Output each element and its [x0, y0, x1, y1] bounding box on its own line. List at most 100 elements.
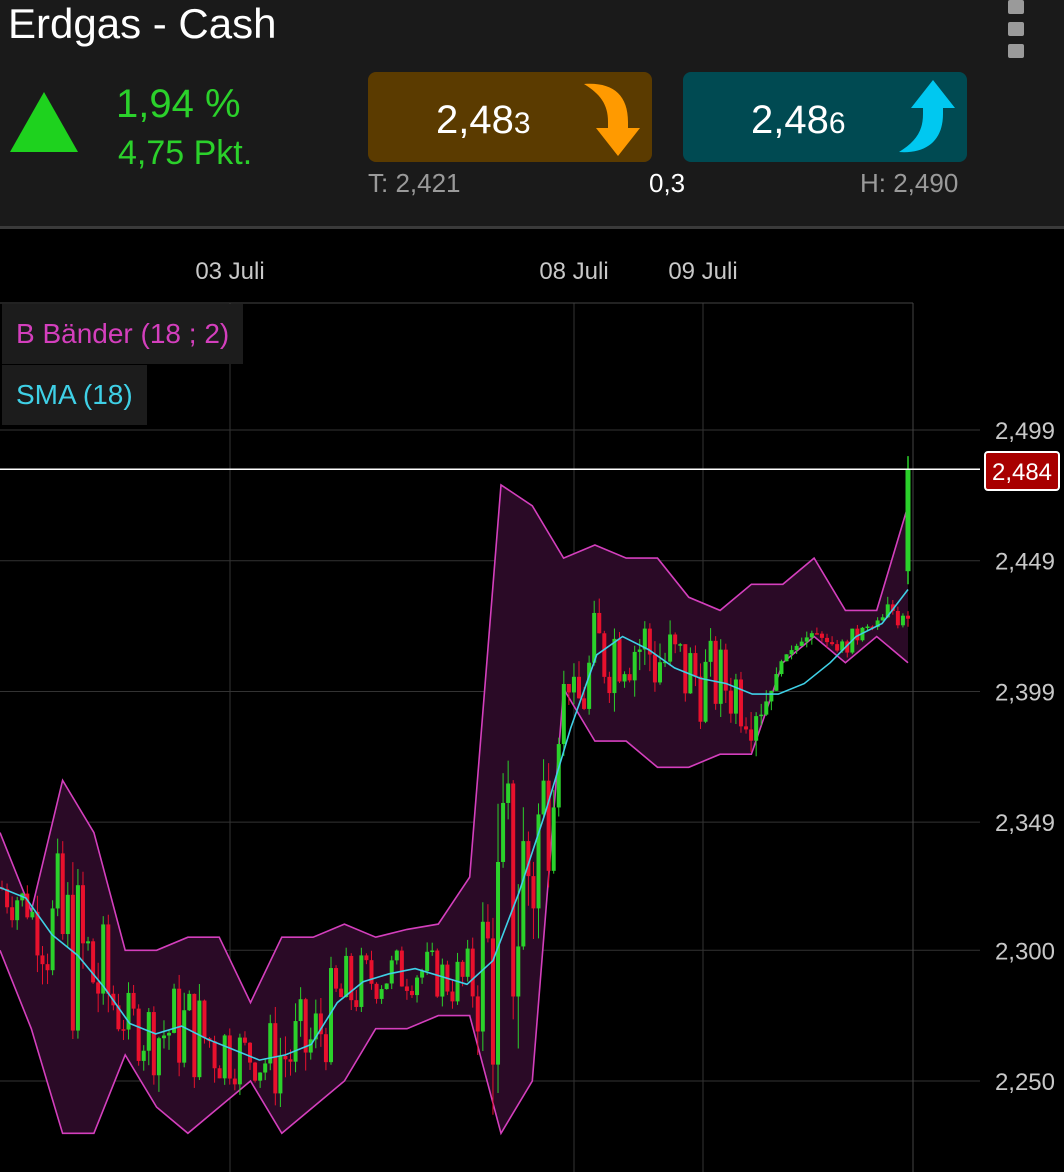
candle-body	[511, 783, 516, 997]
candle-body	[293, 1021, 298, 1062]
candle-body	[40, 955, 45, 965]
candle-body	[101, 924, 106, 994]
candle-body	[273, 1023, 278, 1094]
candle-body	[819, 633, 824, 638]
candle-body	[156, 1038, 161, 1076]
spread-value: 0,3	[649, 168, 686, 198]
candle-body	[202, 1000, 207, 1039]
candle-body	[506, 783, 511, 803]
day-low: T: 2,421	[368, 168, 461, 198]
candle-body	[25, 893, 30, 918]
x-tick-label: 09 Juli	[668, 258, 737, 285]
candle-body	[460, 961, 465, 977]
candle-body	[80, 885, 85, 944]
candle-body	[657, 662, 662, 683]
candle-body	[440, 964, 445, 997]
candle-body	[652, 654, 657, 683]
candle-body	[607, 676, 612, 694]
candle-body	[521, 841, 526, 947]
buy-price: 2,486	[751, 98, 846, 142]
candle-body	[435, 950, 440, 997]
candle-body	[870, 626, 875, 629]
day-high: H: 2,490	[860, 168, 959, 198]
candle-body	[151, 1012, 156, 1076]
candle-body	[35, 911, 40, 956]
candle-body	[759, 714, 764, 717]
candle-body	[668, 634, 673, 662]
candle-body	[450, 991, 455, 1002]
candle-body	[359, 955, 364, 1007]
candle-body	[485, 921, 490, 939]
candle-body	[531, 876, 536, 909]
candle-body	[323, 1034, 328, 1063]
candle-body	[718, 649, 723, 704]
candle-body	[253, 1062, 258, 1081]
candle-body	[30, 911, 35, 918]
candle-body	[70, 894, 75, 1031]
candle-body	[774, 674, 779, 691]
candle-body	[688, 653, 693, 694]
candle-body	[728, 690, 733, 714]
candle-body	[298, 999, 303, 1022]
candle-body	[126, 992, 131, 1030]
price-chart[interactable]: 03 Juli 08 Juli 09 Juli 2,499 2,449 2,399 2,3…	[0, 229, 1064, 1172]
candle-body	[10, 907, 15, 921]
candle-body	[845, 641, 850, 653]
candle-body	[647, 628, 652, 655]
y-tick-label: 2,499	[995, 418, 1055, 445]
change-percent: 1,94 %	[116, 82, 241, 126]
candle-body	[900, 615, 905, 626]
candle-body	[577, 676, 582, 699]
candle-body	[161, 1035, 166, 1039]
candle-body	[339, 988, 344, 997]
candle-body	[91, 941, 96, 983]
candle-body	[890, 604, 895, 611]
candle-body	[86, 941, 91, 944]
candle-body	[637, 649, 642, 652]
candle-body	[227, 1035, 232, 1079]
candle-body	[835, 644, 840, 651]
sell-button[interactable]: 2,483	[368, 72, 652, 162]
candle-body	[541, 780, 546, 815]
legend-sma[interactable]: SMA (18)	[2, 365, 147, 425]
candle-body	[212, 1041, 217, 1069]
candle-body	[566, 683, 571, 693]
candle-body	[242, 1037, 247, 1043]
candle-body	[708, 640, 713, 662]
x-axis-labels: 03 Juli 08 Juli 09 Juli	[195, 258, 737, 285]
candle-body	[627, 674, 632, 681]
candle-body	[415, 977, 420, 996]
candle-body	[612, 638, 617, 694]
candle-body	[268, 1023, 273, 1064]
candle-body	[501, 802, 506, 862]
candle-body	[906, 615, 910, 619]
candle-body	[597, 612, 602, 634]
curved-arrow-up-icon	[899, 80, 955, 153]
candle-body	[425, 951, 430, 972]
candle-body	[318, 1013, 323, 1035]
candle-body	[536, 814, 541, 909]
candle-body	[905, 469, 911, 572]
candle-body	[678, 644, 683, 646]
candlesticks	[0, 456, 911, 1115]
candle-body	[703, 661, 708, 722]
header-divider	[0, 226, 1064, 229]
candle-body	[809, 633, 814, 638]
kebab-menu-icon[interactable]	[1004, 0, 1030, 62]
candle-body	[749, 729, 754, 741]
legend-bollinger[interactable]: B Bänder (18 ; 2)	[2, 304, 244, 364]
candle-body	[116, 1005, 121, 1030]
candle-body	[526, 841, 531, 877]
candle-body	[45, 964, 50, 971]
x-tick-label: 08 Juli	[539, 258, 608, 285]
buy-button[interactable]: 2,486	[683, 72, 967, 162]
candle-body	[344, 955, 349, 997]
candle-body	[738, 679, 743, 727]
candle-body	[283, 1055, 288, 1060]
candle-body	[192, 993, 197, 1078]
candle-body	[187, 993, 192, 1011]
candle-body	[369, 960, 374, 984]
candle-body	[587, 662, 592, 709]
candle-body	[60, 853, 65, 935]
candle-body	[364, 955, 369, 961]
